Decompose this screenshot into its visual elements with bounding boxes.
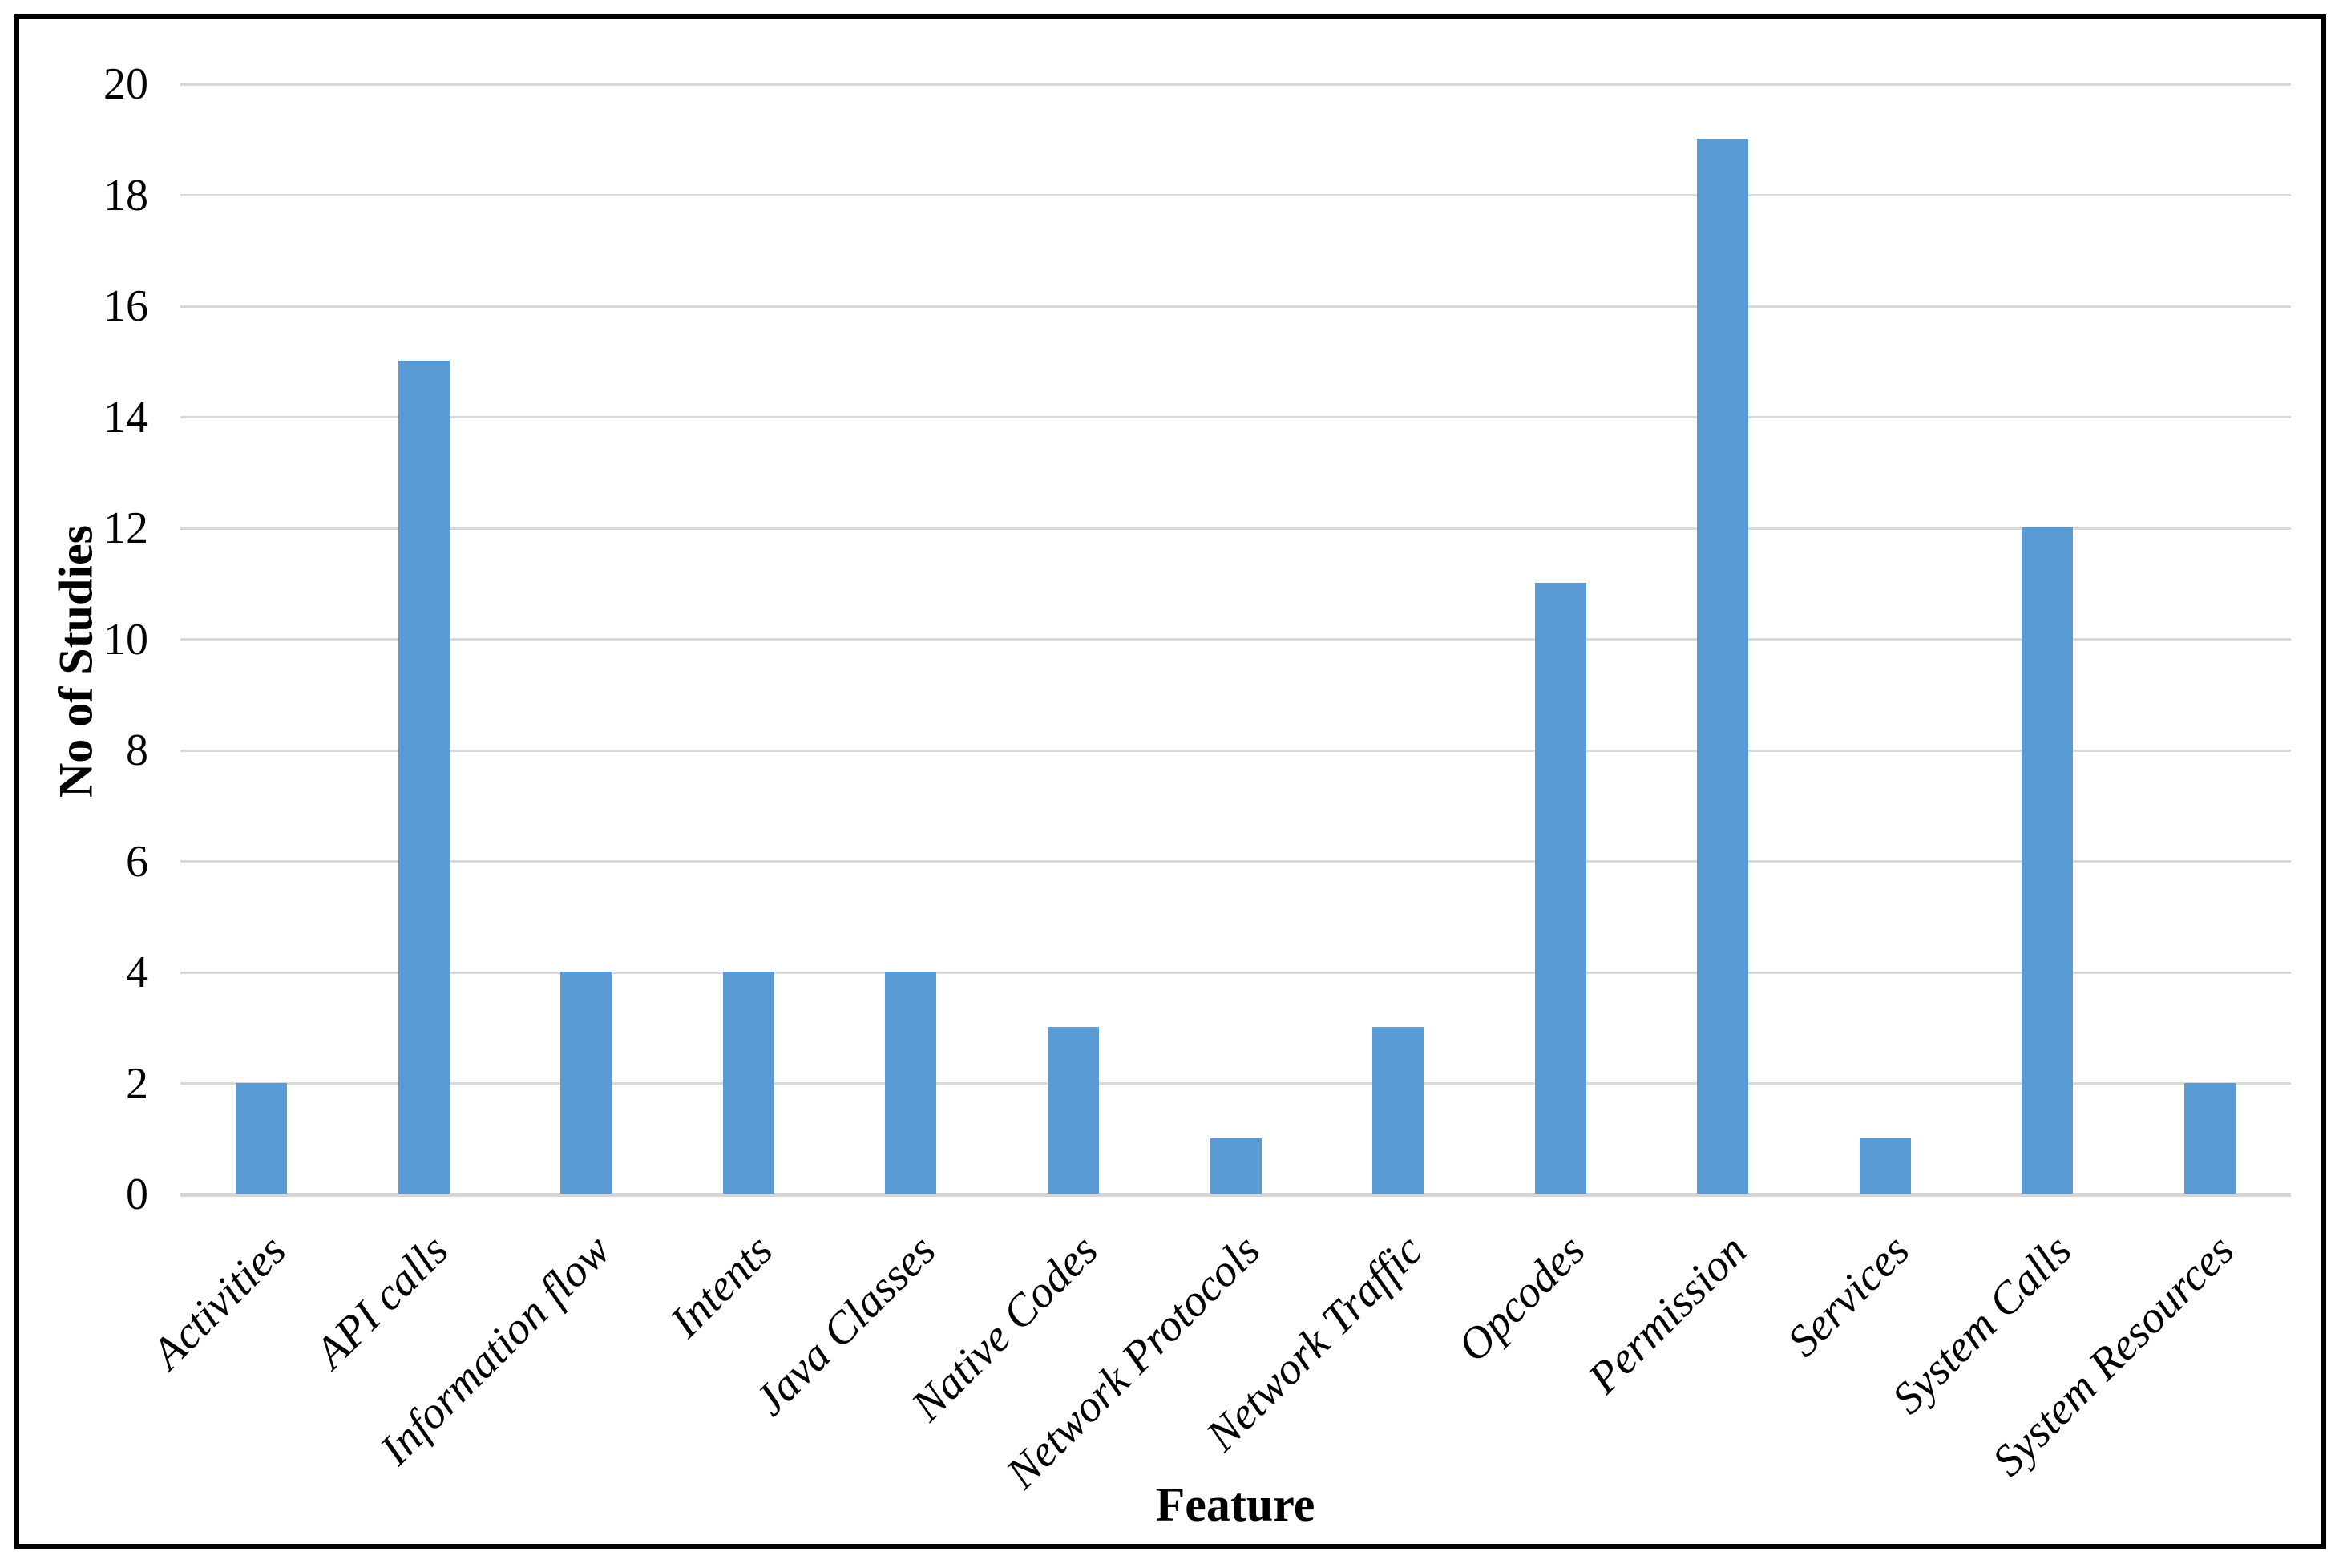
y-tick-label-6: 6 [32, 839, 148, 884]
gridline-6 [180, 860, 2291, 863]
bar-system-calls [2022, 527, 2073, 1194]
bar-services [1860, 1138, 1911, 1194]
gridline-10 [180, 638, 2291, 641]
bar-network-traffic [1372, 1027, 1424, 1194]
y-axis-title: No of Studies [49, 525, 104, 798]
y-tick-label-14: 14 [32, 395, 148, 440]
gridline-20 [180, 83, 2291, 86]
bar-activities [236, 1083, 287, 1194]
bar-network-protocols [1210, 1138, 1262, 1194]
y-tick-label-0: 0 [32, 1172, 148, 1217]
figure-canvas: 02468101214161820 ActivitiesAPI callsInf… [0, 0, 2347, 1568]
bar-permission [1697, 139, 1748, 1194]
bar-native-codes [1048, 1027, 1099, 1194]
bar-information-flow [560, 972, 612, 1194]
gridline-14 [180, 416, 2291, 418]
y-tick-label-4: 4 [32, 950, 148, 995]
y-tick-label-2: 2 [32, 1061, 148, 1106]
x-axis-title: Feature [1156, 1477, 1315, 1533]
bar-api-calls [398, 361, 450, 1194]
gridline-18 [180, 194, 2291, 196]
y-tick-label-16: 16 [32, 284, 148, 329]
bar-opcodes [1535, 583, 1586, 1194]
gridline-4 [180, 972, 2291, 974]
bar-system-resources [2184, 1083, 2236, 1194]
gridline-12 [180, 527, 2291, 530]
gridline-8 [180, 750, 2291, 752]
y-tick-label-20: 20 [32, 62, 148, 107]
gridline-16 [180, 305, 2291, 308]
y-tick-label-18: 18 [32, 173, 148, 218]
gridline-2 [180, 1082, 2291, 1085]
bar-java-classes [885, 972, 936, 1194]
bar-intents [723, 972, 774, 1194]
